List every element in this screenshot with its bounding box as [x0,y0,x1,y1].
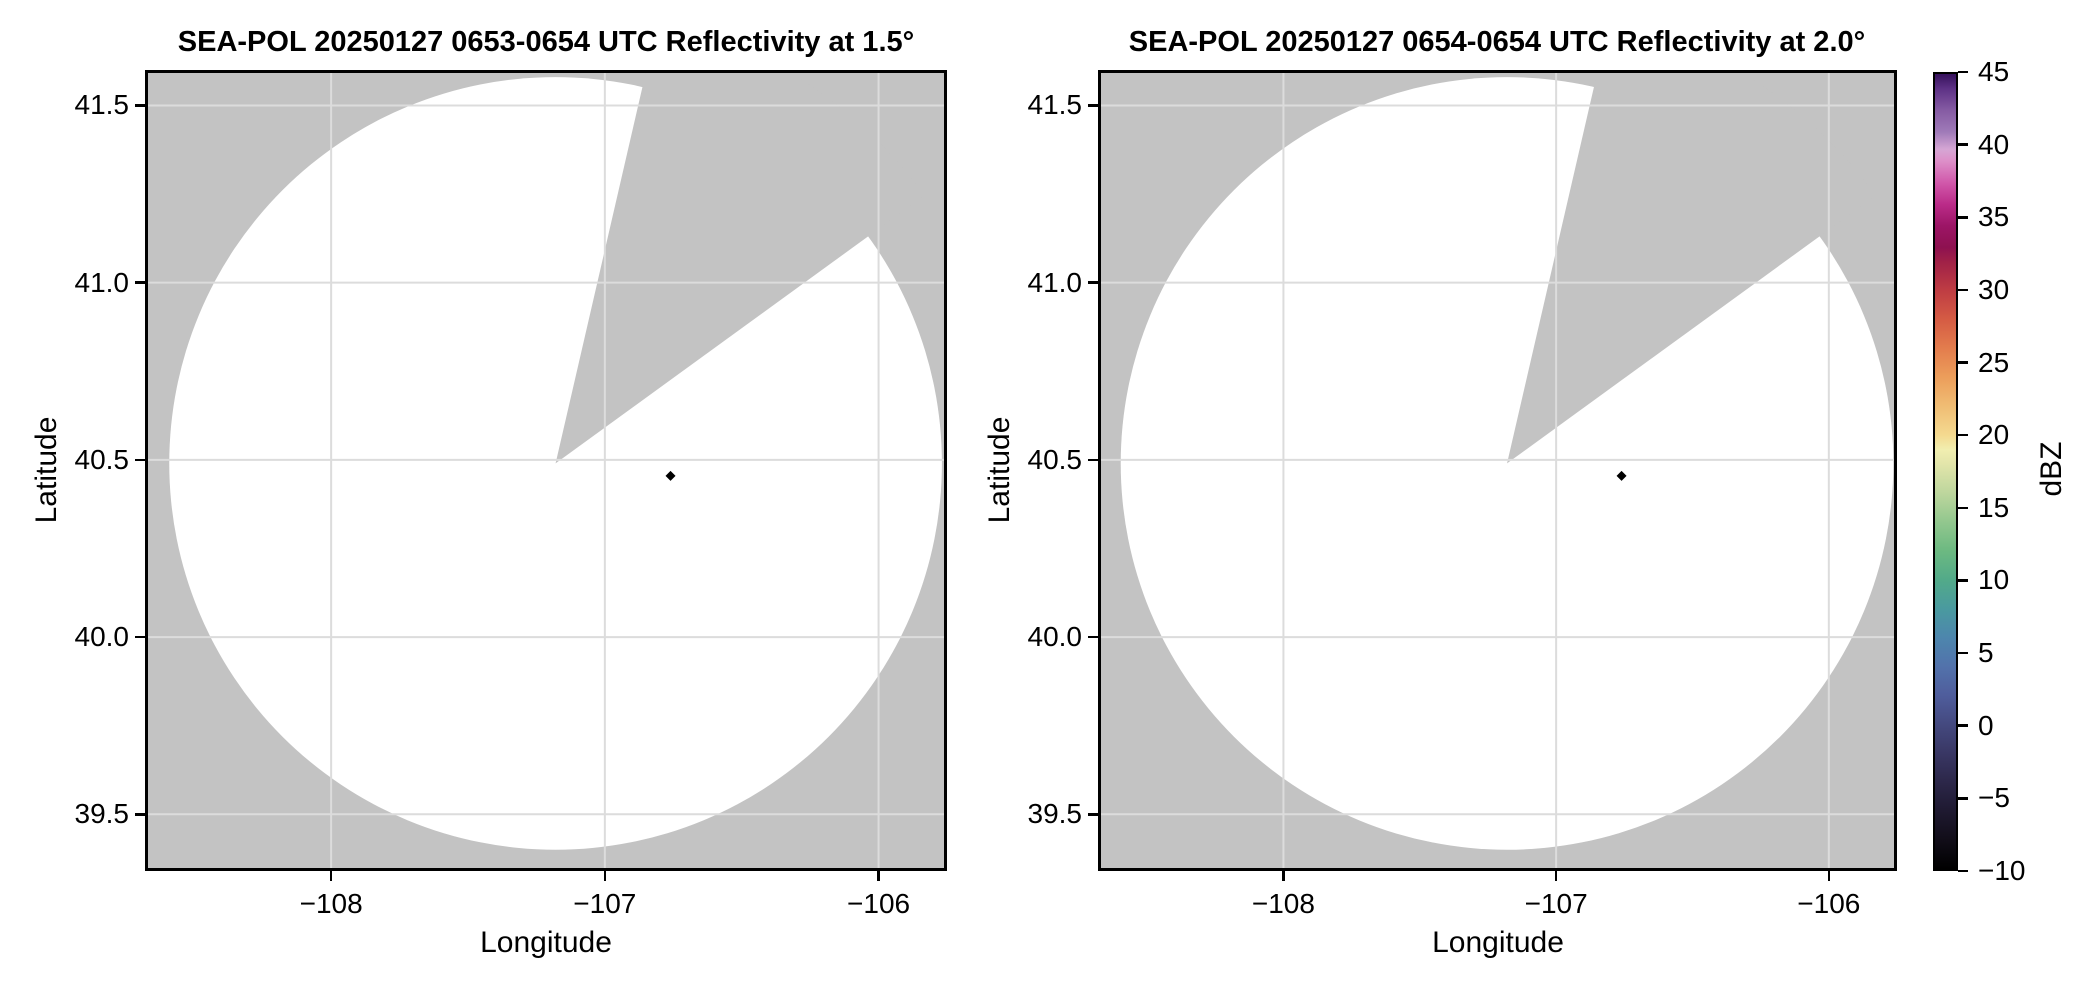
radar-plot-left [145,70,947,871]
y-tick-mark [1088,635,1098,639]
colorbar-tick-mark [1958,506,1968,510]
y-tick-mark [135,281,145,284]
y-tick-mark [1088,813,1098,816]
missing-sector-wedge [1507,70,1876,464]
y-tick-mark [1088,458,1098,462]
x-tick-label: −108 [1251,888,1315,919]
x-tick-label: −106 [1797,888,1861,919]
colorbar-tick-label: −5 [1978,782,2010,814]
y-tick-label: 41.0 [1027,266,1083,298]
x-tick-mark [603,871,607,881]
colorbar-tick-mark [1958,143,1968,146]
y-tick-mark [135,458,145,462]
x-tick-label: −107 [573,888,637,919]
x-tick-mark [1282,871,1285,881]
y-tick-label: 40.5 [74,443,130,475]
x-tick-mark [329,871,333,881]
y-tick-mark [135,104,145,107]
panel-right-title: SEA-POL 20250127 0654-0654 UTC Reflectiv… [1128,26,1866,58]
colorbar-label: dBZ [2035,441,2068,497]
colorbar [1933,72,1958,871]
panel-right-xlabel: Longitude [1432,926,1564,959]
x-tick-mark [1827,871,1831,881]
y-tick-mark [1088,281,1098,284]
echo-point [665,470,676,481]
echo-point [1616,470,1627,481]
y-tick-label: 41.5 [74,89,130,121]
colorbar-tick-label: 40 [1978,128,2010,160]
y-tick-label: 40.5 [1027,443,1083,475]
x-tick-label: −107 [1524,888,1588,919]
colorbar-tick-mark [1958,724,1968,727]
colorbar-tick-label: 35 [1978,201,2010,233]
colorbar-tick-mark [1958,70,1968,74]
colorbar-tick-mark [1958,433,1968,437]
y-tick-label: 40.0 [1027,621,1083,653]
panel-left-xlabel: Longitude [480,926,612,959]
y-tick-mark [135,635,145,639]
colorbar-tick-mark [1958,797,1968,800]
y-tick-label: 40.0 [74,621,130,653]
colorbar-tick-mark [1958,216,1968,219]
colorbar-tick-mark [1958,288,1968,292]
x-tick-mark [1554,871,1558,881]
plot-frame [145,70,947,871]
plot-frame [1098,70,1897,871]
x-tick-label: −106 [847,888,911,919]
x-tick-mark [877,871,880,881]
x-tick-label: −108 [299,888,363,919]
colorbar-tick-label: 5 [1978,637,1994,669]
y-tick-label: 41.5 [1027,89,1083,121]
radar-plot-right [1098,70,1897,871]
y-tick-mark [135,813,145,816]
missing-sector-wedge [555,70,925,464]
colorbar-tick-label: 45 [1978,56,2010,87]
colorbar-tick-label: 25 [1978,346,2010,378]
colorbar-tick-label: 0 [1978,709,1994,741]
colorbar-tick-label: 30 [1978,273,2010,305]
colorbar-tick-mark [1958,579,1968,582]
colorbar-tick-label: 20 [1978,419,2010,451]
panel-left-title: SEA-POL 20250127 0653-0654 UTC Reflectiv… [177,26,915,58]
colorbar-tick-label: 10 [1978,564,2010,596]
y-tick-mark [1088,104,1098,107]
y-tick-label: 39.5 [74,798,130,830]
colorbar-tick-mark [1958,651,1968,655]
colorbar-tick-mark [1958,869,1968,873]
y-tick-label: 41.0 [74,266,130,298]
y-tick-label: 39.5 [1027,798,1083,830]
colorbar-tick-mark [1958,361,1968,364]
colorbar-tick-label: 15 [1978,491,2010,523]
colorbar-tick-label: −10 [1978,855,2026,886]
